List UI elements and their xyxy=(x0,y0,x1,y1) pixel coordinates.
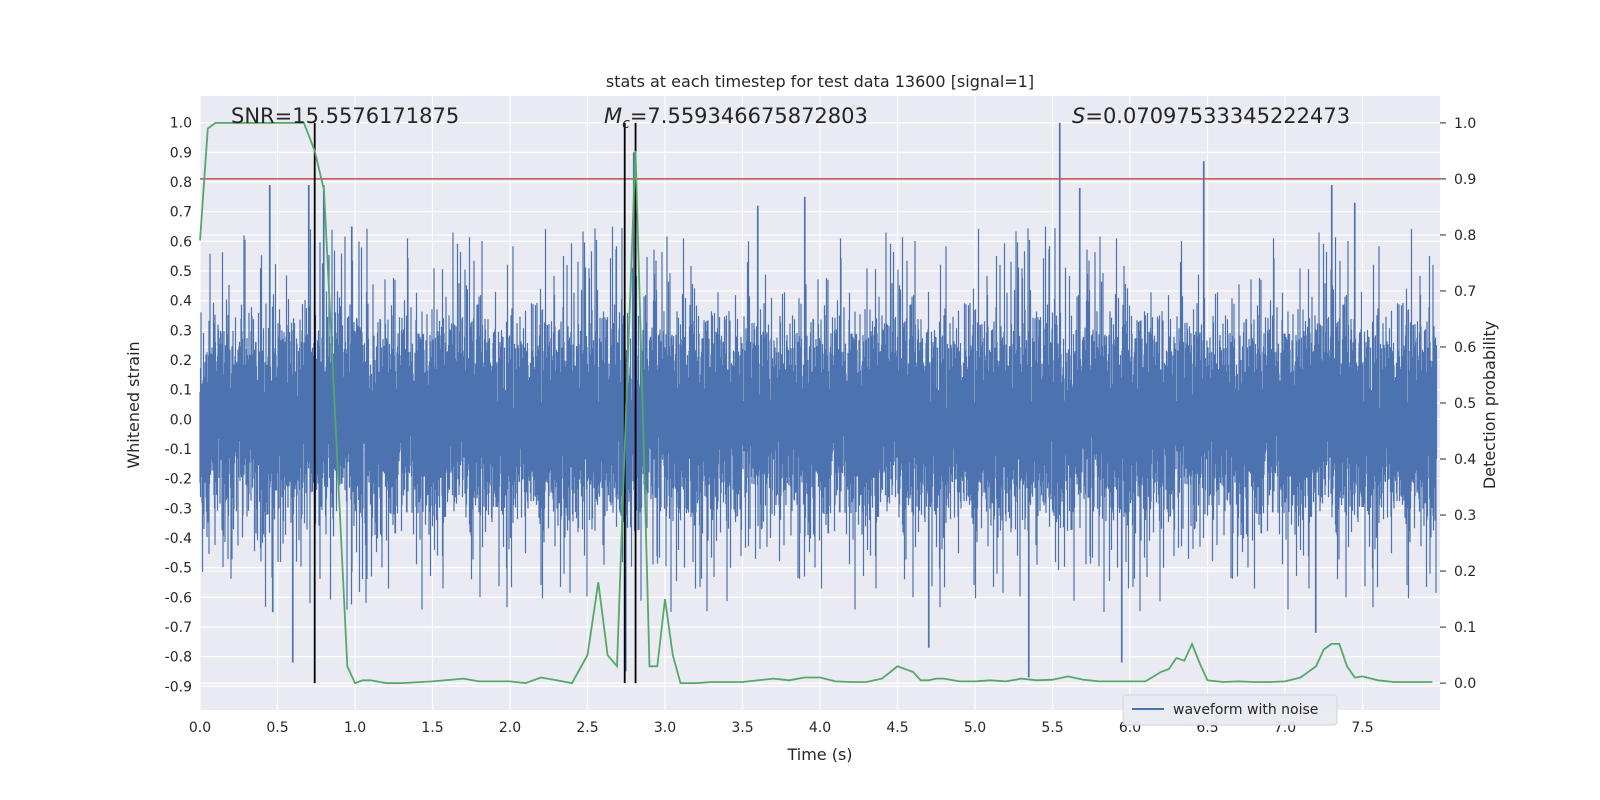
waveform-noise-path xyxy=(199,122,1438,678)
y-left-tick-label: -0.9 xyxy=(165,679,192,695)
y-left-tick-label: 0.0 xyxy=(170,412,192,428)
y-left-tick-label: 0.9 xyxy=(170,145,192,161)
y-right-tick-label: 0.1 xyxy=(1454,620,1476,636)
y-left-tick-label: -0.2 xyxy=(165,472,192,488)
x-tick-label: 1.5 xyxy=(421,720,443,736)
detection-probability-line xyxy=(199,122,1433,685)
y-left-tick-label: -0.6 xyxy=(165,590,192,606)
right-axis-ticks: 0.0 0.1 0.2 0.3 0.4 0.5 0.6 0.7 0.8 0.9 1.0 xyxy=(1440,116,1476,692)
y-left-tick-label: 0.7 xyxy=(170,205,192,221)
y-axis-label-right: Detection probability xyxy=(1480,321,1499,489)
x-tick-label: 3.0 xyxy=(654,720,676,736)
legend-box xyxy=(1122,694,1338,726)
y-left-tick-label: -0.7 xyxy=(165,620,192,636)
chirp-mass-symbol: M xyxy=(604,104,622,128)
y-right-tick-label: 0.2 xyxy=(1454,564,1476,580)
y-right-tick-label: 0.6 xyxy=(1454,340,1476,356)
chirp-mass-annotation: Mc=7.559346675872803 xyxy=(604,104,868,132)
s-value: =0.07097533345222473 xyxy=(1085,104,1350,128)
waveform-series xyxy=(199,122,1438,678)
y-left-tick-label: 0.3 xyxy=(170,323,192,339)
y-right-tick-label: 0.8 xyxy=(1454,228,1476,244)
y-left-tick-label: 0.8 xyxy=(170,175,192,191)
chart-title: stats at each timestep for test data 136… xyxy=(606,72,1034,91)
y-left-tick-label: -0.8 xyxy=(165,650,192,666)
y-right-tick-label: 0.5 xyxy=(1454,396,1476,412)
y-left-tick-label: 0.6 xyxy=(170,234,192,250)
s-symbol: S xyxy=(1072,104,1085,128)
x-tick-label: 0.0 xyxy=(189,720,211,736)
left-axis-ticks: -0.9 -0.8 -0.7 -0.6 -0.5 -0.4 -0.3 -0.2 -0.1 0.0 0… xyxy=(165,116,192,696)
y-left-tick-label: 0.2 xyxy=(170,353,192,369)
y-right-tick-label: 0.3 xyxy=(1454,508,1476,524)
x-tick-label: 4.5 xyxy=(886,720,908,736)
y-left-tick-label: -0.4 xyxy=(165,531,192,547)
x-axis-label: Time (s) xyxy=(786,745,852,764)
x-tick-label: 4.0 xyxy=(809,720,831,736)
y-left-tick-label: -0.1 xyxy=(165,442,192,458)
y-right-tick-label: 0.4 xyxy=(1454,452,1476,468)
reference-lines xyxy=(200,122,1440,684)
y-left-tick-label: 0.5 xyxy=(170,264,192,280)
y-left-tick-label: 0.1 xyxy=(170,383,192,399)
probability-series xyxy=(199,122,1433,685)
y-axis-label-left: Whitened strain xyxy=(124,341,143,468)
legend: waveform with noise xyxy=(1122,694,1338,726)
y-left-tick-label: 1.0 xyxy=(170,116,192,132)
s-annotation: S=0.07097533345222473 xyxy=(1072,104,1350,128)
y-right-tick-label: 0.0 xyxy=(1454,676,1476,692)
x-tick-label: 1.0 xyxy=(344,720,366,736)
legend-label: waveform with noise xyxy=(1173,702,1318,718)
y-left-tick-label: 0.4 xyxy=(170,294,192,310)
x-tick-label: 5.5 xyxy=(1041,720,1063,736)
y-right-tick-label: 1.0 xyxy=(1454,116,1476,132)
x-tick-label: 5.0 xyxy=(964,720,986,736)
chirp-mass-subscript: c xyxy=(622,116,630,132)
y-right-tick-label: 0.9 xyxy=(1454,172,1476,188)
x-tick-label: 2.5 xyxy=(576,720,598,736)
x-axis-ticks: 0.0 0.5 1.0 1.5 2.0 2.5 3.0 3.5 4.0 4.5 5.0 5.5 6.0 6… xyxy=(189,720,1374,736)
y-right-tick-label: 0.7 xyxy=(1454,284,1476,300)
y-left-tick-label: -0.5 xyxy=(165,561,192,577)
chirp-mass-value: =7.559346675872803 xyxy=(630,104,868,128)
x-tick-label: 3.5 xyxy=(731,720,753,736)
x-tick-label: 0.5 xyxy=(266,720,288,736)
x-tick-label: 7.5 xyxy=(1351,720,1373,736)
x-tick-label: 2.0 xyxy=(499,720,521,736)
y-left-tick-label: -0.3 xyxy=(165,501,192,517)
snr-annotation: SNR=15.5576171875 xyxy=(231,104,459,128)
